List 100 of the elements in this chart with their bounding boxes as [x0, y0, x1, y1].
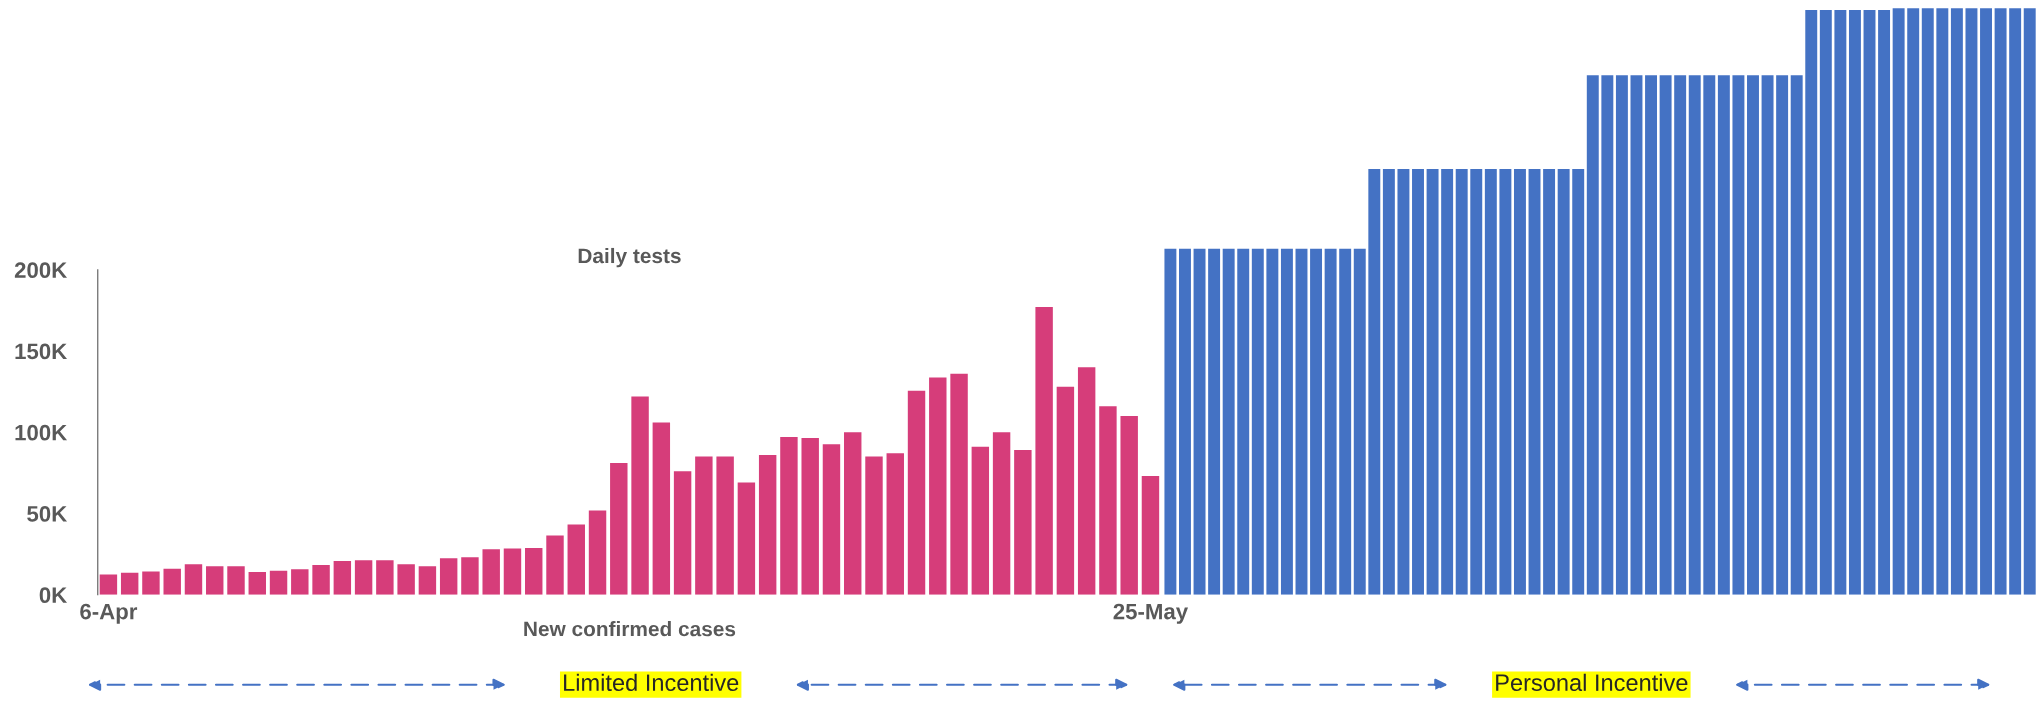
y-tick-label: 200K — [14, 262, 68, 279]
bar — [886, 453, 904, 595]
text: Personal Incentive — [1496, 673, 1688, 692]
bar — [1790, 75, 1803, 595]
bar — [567, 524, 585, 595]
bar — [546, 535, 564, 595]
bar — [950, 373, 968, 595]
bar — [1557, 169, 1570, 595]
y-tick-label: 50K — [27, 506, 68, 522]
bar — [1141, 476, 1160, 595]
bar — [1965, 8, 1978, 595]
bar — [1747, 75, 1759, 595]
bar — [1703, 75, 1716, 595]
y-tick-label: 100K — [15, 424, 68, 441]
bar — [1761, 75, 1774, 595]
bar — [503, 548, 522, 595]
bar — [439, 558, 458, 595]
bar — [1056, 386, 1075, 595]
bar — [99, 574, 118, 595]
bar — [1441, 169, 1454, 595]
bar — [1980, 8, 1992, 595]
bar — [801, 437, 819, 595]
bar — [1237, 248, 1250, 595]
text: Limited Incentive — [564, 673, 739, 692]
bar — [1014, 450, 1032, 595]
bar — [1280, 248, 1293, 595]
bar — [1310, 248, 1323, 595]
bar — [822, 444, 841, 595]
bar — [1193, 248, 1206, 595]
bar — [1601, 75, 1614, 595]
bar — [1732, 75, 1745, 595]
bar — [1950, 8, 1963, 595]
bar — [1878, 10, 1891, 595]
bar — [1099, 406, 1117, 595]
bar — [163, 568, 181, 595]
bar — [844, 432, 862, 595]
bar — [1994, 8, 2007, 595]
bar — [1266, 248, 1279, 595]
bar — [780, 437, 798, 595]
y-tick-label: 0K — [39, 587, 68, 604]
bar — [1863, 10, 1876, 595]
bar — [1688, 75, 1701, 595]
bar — [1645, 75, 1658, 595]
bar — [1936, 8, 1949, 595]
bar — [1324, 248, 1337, 595]
bar — [1412, 169, 1424, 595]
bar — [1834, 10, 1847, 595]
bar — [206, 566, 224, 595]
bar — [1819, 10, 1832, 595]
bar — [1892, 8, 1905, 595]
bar — [397, 564, 415, 595]
bar — [1339, 248, 1352, 595]
bar — [482, 549, 500, 595]
bar — [673, 471, 692, 595]
bar — [1120, 415, 1138, 595]
bar — [1513, 169, 1526, 595]
bar — [1586, 75, 1599, 595]
bar — [120, 572, 139, 595]
bar — [1848, 10, 1861, 595]
bar — [652, 422, 671, 595]
bar — [1251, 248, 1264, 595]
bar — [291, 569, 309, 595]
bar — [1353, 248, 1366, 595]
bar — [631, 396, 649, 595]
bar — [312, 565, 330, 595]
bar — [184, 564, 203, 595]
bar — [1397, 169, 1410, 595]
bar — [716, 456, 734, 595]
bar — [1455, 169, 1468, 595]
bar — [354, 560, 373, 595]
bar — [2023, 8, 2036, 595]
bar — [333, 561, 352, 595]
bar — [2009, 8, 2022, 595]
bar — [695, 456, 713, 595]
bar — [1382, 169, 1395, 595]
bar — [1426, 169, 1439, 595]
bar — [1484, 169, 1497, 595]
bar — [142, 571, 160, 595]
bar — [1470, 169, 1483, 595]
bar — [737, 482, 756, 595]
bar — [1659, 75, 1672, 595]
y-tick-label: 150K — [15, 343, 68, 360]
bar — [1208, 248, 1221, 595]
bar — [461, 557, 479, 595]
bar — [1222, 248, 1235, 595]
bar — [418, 566, 437, 595]
bar — [1572, 169, 1585, 595]
bar — [1674, 75, 1687, 595]
bar — [929, 377, 947, 595]
bar — [1295, 248, 1308, 595]
bar — [1368, 169, 1381, 595]
bar — [1615, 75, 1628, 595]
bar — [248, 571, 266, 595]
bar — [376, 560, 394, 595]
bar — [1077, 367, 1096, 595]
bar — [758, 454, 777, 595]
bar — [1630, 75, 1643, 595]
bar — [971, 446, 990, 595]
bar — [227, 566, 245, 595]
bar — [1499, 169, 1512, 595]
